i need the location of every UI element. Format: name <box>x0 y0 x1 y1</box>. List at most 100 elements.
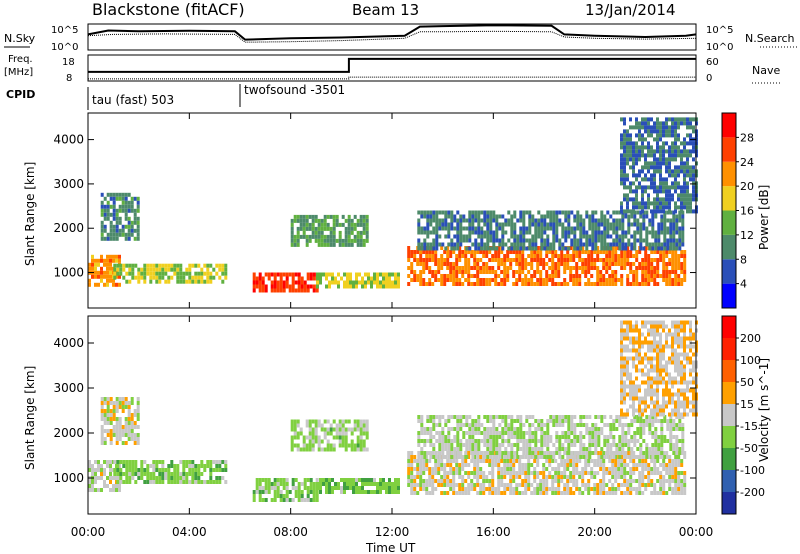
echo-cell <box>558 455 562 459</box>
echo-cell <box>597 218 601 223</box>
echo-cell <box>674 258 678 262</box>
echo-cell <box>432 423 436 427</box>
echo-cell <box>509 467 513 471</box>
echo-cell <box>434 487 438 491</box>
echo-cell <box>626 157 629 162</box>
echo-cell <box>300 482 304 486</box>
echo-cell <box>536 491 540 495</box>
echo-cell <box>641 324 644 329</box>
echo-cell <box>449 459 453 463</box>
echo-cell <box>542 258 546 262</box>
echo-cell <box>638 475 642 479</box>
echo-cell <box>582 242 586 247</box>
echo-cell <box>656 141 659 146</box>
echo-cell <box>581 246 585 250</box>
echo-cell <box>471 451 475 455</box>
echo-cell <box>500 455 504 459</box>
echo-cell <box>359 447 363 452</box>
echo-cell <box>636 419 640 423</box>
echo-cell <box>182 279 186 284</box>
echo-cell <box>362 222 366 227</box>
echo-cell <box>657 439 661 443</box>
echo-cell <box>513 419 517 423</box>
echo-cell <box>464 487 468 491</box>
echo-cell <box>632 181 635 186</box>
echo-cell <box>512 274 516 278</box>
echo-cell <box>200 271 204 276</box>
echo-cell <box>662 153 665 158</box>
echo-cell <box>468 439 472 443</box>
echo-cell <box>683 177 686 182</box>
echo-cell <box>510 226 514 231</box>
echo-cell <box>665 282 669 286</box>
echo-cell <box>347 226 351 231</box>
echo-cell <box>293 214 297 219</box>
echo-cell <box>504 431 508 435</box>
echo-cell <box>519 427 523 431</box>
echo-cell <box>635 197 638 202</box>
echo-cell <box>546 222 550 227</box>
echo-cell <box>455 467 459 471</box>
echo-cell <box>461 479 465 483</box>
echo-cell <box>677 266 681 270</box>
echo-cell <box>450 238 454 243</box>
echo-cell <box>540 246 544 251</box>
power-colorbar-label: Power [dB] <box>757 185 771 250</box>
echo-cell <box>662 157 665 162</box>
echo-cell <box>662 185 665 190</box>
echo-cell <box>285 276 289 281</box>
echo-cell <box>134 464 138 468</box>
echo-cell <box>683 169 686 174</box>
echo-cell <box>581 270 585 274</box>
echo-cell <box>626 487 630 491</box>
echo-cell <box>674 121 677 126</box>
echo-cell <box>572 250 576 254</box>
freq-series-line <box>88 57 696 73</box>
echo-cell <box>623 185 626 190</box>
echo-cell <box>106 405 110 409</box>
echo-cell <box>567 214 571 219</box>
echo-cell <box>188 468 192 472</box>
echo-cell <box>638 340 641 345</box>
echo-cell <box>516 415 520 419</box>
echo-cell <box>546 455 550 459</box>
echo-cell <box>429 443 433 447</box>
colorbar-swatch <box>722 259 736 284</box>
echo-cell <box>100 433 104 437</box>
echo-cell <box>413 270 417 274</box>
echo-cell <box>686 121 689 126</box>
echo-cell <box>531 415 535 419</box>
echo-cell <box>164 472 168 476</box>
echo-cell <box>647 282 651 286</box>
echo-cell <box>554 487 558 491</box>
echo-cell <box>130 196 134 201</box>
echo-cell <box>314 238 318 243</box>
echo-cell <box>543 246 547 251</box>
echo-cell <box>314 214 318 219</box>
echo-cell <box>648 415 652 419</box>
echo-cell <box>573 455 577 459</box>
echo-cell <box>347 238 351 243</box>
echo-cell <box>581 258 585 262</box>
echo-cell <box>353 214 357 219</box>
echo-cell <box>653 278 657 282</box>
echo-cell <box>267 490 271 494</box>
echo-cell <box>656 145 659 150</box>
echo-cell <box>629 185 632 190</box>
echo-cell <box>319 478 322 482</box>
echo-cell <box>450 443 454 447</box>
echo-cell <box>431 475 435 479</box>
echo-cell <box>657 419 661 423</box>
echo-cell <box>88 468 91 472</box>
freq-label-line1: Freq. <box>8 54 33 65</box>
echo-cell <box>431 274 435 278</box>
echo-cell <box>113 468 117 472</box>
echo-cell <box>639 214 643 219</box>
echo-cell <box>306 276 310 281</box>
echo-cell <box>320 238 324 243</box>
echo-cell <box>531 218 535 223</box>
echo-cell <box>282 498 286 502</box>
echo-cell <box>124 224 128 229</box>
echo-cell <box>683 141 686 146</box>
echo-cell <box>644 254 648 258</box>
